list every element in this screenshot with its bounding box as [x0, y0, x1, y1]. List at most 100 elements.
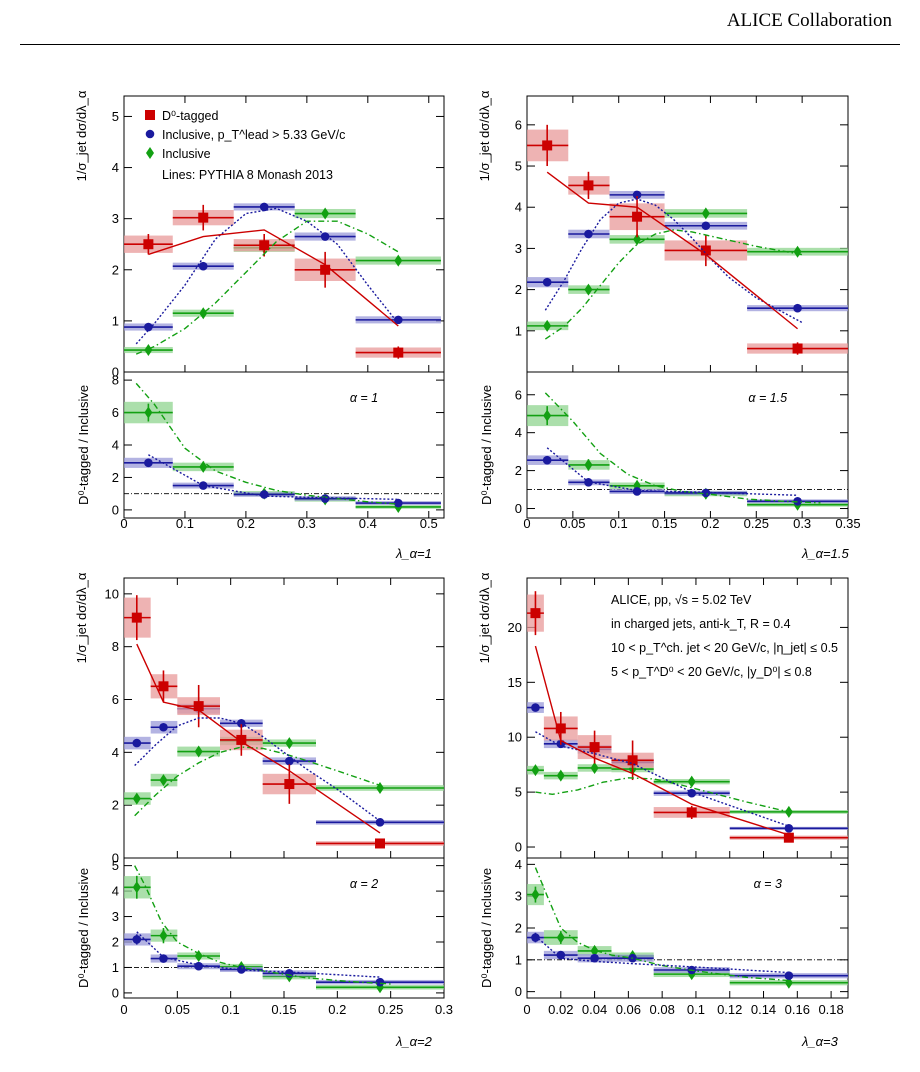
x-tick-label: 0	[120, 1002, 127, 1017]
inclusive-series-point	[584, 283, 593, 296]
x-tick-label: 0.5	[420, 516, 438, 531]
x-tick-label: 0.25	[378, 1002, 403, 1017]
ratio-inclusive-lead-series-point	[320, 494, 330, 503]
y-tick-label: 10	[508, 730, 522, 745]
inclusive-series-point	[394, 254, 403, 267]
ratio-y-tick-label: 6	[515, 387, 522, 402]
x-tick-label: 0.25	[744, 516, 769, 531]
legend-incl-label: Inclusive	[162, 147, 211, 161]
x-axis-label: λ_α=3	[801, 1034, 839, 1049]
ratio-y-axis-label: D⁰-tagged / Inclusive	[479, 385, 494, 505]
page-header: ALICE Collaboration	[726, 10, 892, 31]
ratio-plot-area	[124, 865, 444, 994]
y-tick-label: 5	[112, 109, 119, 124]
y-tick-label: 2	[112, 798, 119, 813]
d0-tagged-series-point	[686, 807, 697, 818]
d0-tagged-series-point	[131, 612, 142, 623]
x-axis-label: λ_α=1	[395, 546, 432, 561]
pythia-d0-line	[546, 171, 798, 330]
y-tick-label: 15	[508, 675, 522, 690]
ratio-inclusive-series-point	[531, 888, 540, 901]
inclusive-lead-series-point	[159, 722, 168, 732]
pythia-ratio-inclusive-lead-line	[148, 454, 399, 501]
d0-tagged-series	[527, 591, 848, 843]
inclusive-series	[527, 207, 848, 332]
ratio-y-tick-label: 0	[515, 501, 522, 516]
x-tick-label: 0.1	[176, 516, 194, 531]
ratio-inclusive-lead-series-point	[132, 935, 142, 944]
inclusive-series-point	[285, 737, 294, 750]
y-tick-label: 4	[112, 745, 119, 760]
pythia-inclusive-lead-line	[544, 198, 803, 324]
inclusive-series-point	[687, 775, 696, 788]
x-tick-label: 0.2	[701, 516, 719, 531]
y-tick-label: 10	[105, 586, 119, 601]
ratio-inclusive-lead-series	[124, 457, 441, 508]
top-frame	[123, 577, 445, 859]
ratio-inclusive-series-point	[543, 409, 552, 422]
info-line-3: 10 < p_T^ch. jet < 20 GeV/c, |η_jet| ≤ 0…	[611, 641, 838, 655]
d0-tagged-series-point	[198, 212, 209, 223]
d0-tagged-series	[124, 204, 441, 359]
y-tick-label: 2	[515, 282, 522, 297]
pythia-inclusive-lead-line	[135, 207, 399, 345]
x-tick-label: 0.05	[165, 1002, 190, 1017]
inclusive-lead-series	[124, 202, 441, 332]
ratio-y-tick-label: 1	[112, 960, 119, 975]
ratio-plot-area	[124, 382, 441, 513]
info-line-4: 5 < p_T^D⁰ < 20 GeV/c, |y_D⁰| ≤ 0.8	[611, 665, 812, 679]
y-axis-label: 1/σ_jet dσ/dλ_α	[74, 572, 89, 663]
ratio-inclusive-lead-series-point	[590, 953, 599, 963]
top-plot-area	[527, 124, 848, 355]
alpha-label: α = 2	[350, 877, 378, 891]
x-tick-label: 0.1	[687, 1002, 705, 1017]
alpha-label: α = 1	[350, 391, 378, 405]
y-tick-label: 1	[112, 313, 119, 328]
d0-tagged-series-point	[320, 264, 331, 275]
x-tick-label: 0.3	[435, 1002, 453, 1017]
x-tick-label: 0.16	[785, 1002, 810, 1017]
ratio-inclusive-lead-series-point	[285, 969, 294, 978]
y-tick-label: 1	[515, 323, 522, 338]
ratio-inclusive-series-point	[159, 929, 168, 942]
ratio-inclusive-series-point	[556, 931, 565, 944]
x-tick-label: 0.35	[835, 516, 860, 531]
top-plot-area	[124, 202, 441, 359]
ratio-y-tick-label: 4	[515, 857, 522, 872]
x-tick-label: 0.12	[717, 1002, 742, 1017]
pythia-ratio-inclusive-line	[534, 867, 789, 982]
ratio-y-axis-label: D⁰-tagged / Inclusive	[76, 868, 91, 988]
ratio-y-tick-label: 2	[515, 921, 522, 936]
x-tick-label: 0.02	[548, 1002, 573, 1017]
inclusive-series-point	[633, 233, 642, 246]
ratio-y-tick-label: 2	[112, 470, 119, 485]
ratio-y-tick-label: 4	[112, 438, 119, 453]
x-tick-label: 0.05	[560, 516, 585, 531]
y-axis-label: 1/σ_jet dσ/dλ_α	[74, 90, 89, 181]
ratio-inclusive-lead-series-point	[194, 961, 203, 971]
d0-tagged-series-point	[193, 701, 204, 712]
x-tick-label: 0	[523, 516, 530, 531]
x-tick-label: 0.1	[222, 1002, 240, 1017]
pythia-ratio-inclusive-line	[134, 865, 391, 985]
ratio-y-tick-label: 0	[112, 985, 119, 1000]
inclusive-lead-series-point	[632, 190, 642, 200]
inclusive-series-point	[590, 761, 599, 774]
x-tick-label: 0.18	[818, 1002, 843, 1017]
inclusive-series-point	[194, 745, 203, 758]
pythia-ratio-inclusive-lead-line	[534, 935, 789, 974]
pythia-inclusive-line	[135, 220, 399, 355]
inclusive-series	[124, 734, 444, 805]
d0-tagged-series-point	[259, 240, 270, 251]
y-tick-label: 2	[112, 262, 119, 277]
panel-alpha-2: 0 0.05 0.1 0.15 0.2 0.25 0.3 0 2 4 6 8 10 0 1 2 3 4 5 1/σ_j…	[74, 572, 453, 1049]
inclusive-series	[124, 207, 441, 357]
info-box: ALICE, pp, √s = 5.02 TeV in charged jets,…	[611, 593, 838, 679]
inclusive-lead-series-point	[584, 229, 593, 239]
y-axis-label: 1/σ_jet dσ/dλ_α	[477, 572, 492, 663]
y-tick-label: 5	[515, 785, 522, 800]
inclusive-lead-series-point	[198, 261, 208, 271]
d0-tagged-series-point	[583, 180, 594, 191]
x-tick-label: 0.15	[271, 1002, 296, 1017]
